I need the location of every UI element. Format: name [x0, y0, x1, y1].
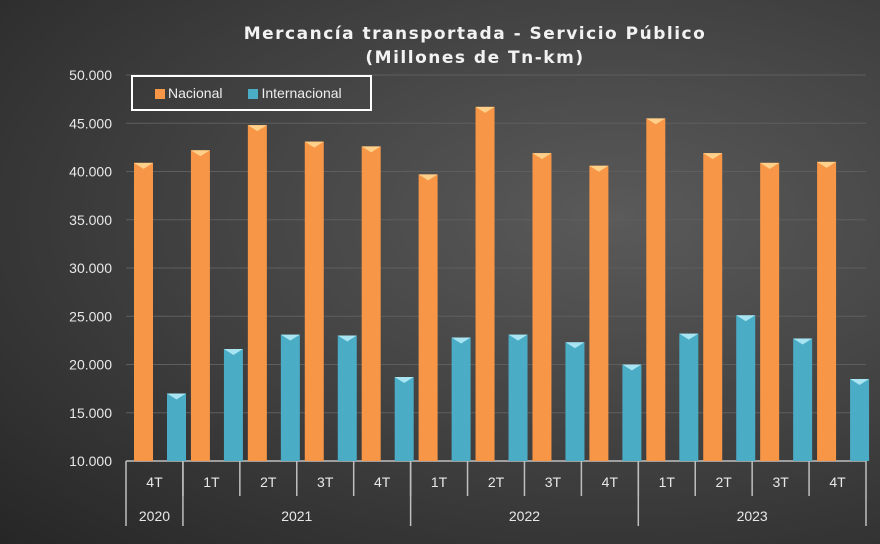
bar-cap	[451, 337, 471, 344]
legend-item-nacional: Nacional	[155, 85, 222, 101]
x-tick-label: 2T	[488, 474, 505, 490]
x-tick-label: 1T	[659, 474, 676, 490]
bar-nacional	[190, 150, 210, 461]
bar-nacional	[247, 125, 267, 462]
bar-internacional	[793, 338, 813, 461]
y-tick-label: 30.000	[69, 260, 112, 276]
bar-nacional	[589, 165, 609, 461]
y-tick-label: 20.000	[69, 357, 112, 373]
legend-label: Internacional	[261, 85, 342, 101]
bar-cap	[247, 125, 267, 132]
bar-cap	[622, 364, 642, 371]
x-tick-label: 1T	[203, 474, 220, 490]
bar-internacional	[223, 349, 243, 461]
bar-internacional	[736, 315, 756, 461]
x-tick-label: 4T	[829, 474, 846, 490]
y-tick-label: 25.000	[69, 308, 112, 324]
bar-cap	[736, 315, 756, 322]
x-tick-label: 4T	[602, 474, 619, 490]
legend-swatch-internacional	[248, 89, 259, 99]
bar-cap	[134, 162, 153, 169]
bar-nacional	[475, 106, 495, 461]
bar-internacional	[622, 364, 642, 461]
x-tick-label: 3T	[772, 474, 789, 490]
chart-title: Mercancía transportada - Servicio Públic…	[243, 24, 707, 44]
bar-internacional	[451, 337, 471, 461]
bar-nacional	[418, 174, 438, 461]
x-tick-label: 1T	[431, 474, 448, 490]
bar-internacional	[394, 377, 414, 461]
bar-nacional	[703, 153, 723, 462]
bar-cap	[280, 334, 300, 341]
bar-cap	[532, 153, 552, 160]
bar-internacional	[337, 335, 357, 461]
x-group-label: 2022	[509, 508, 540, 524]
bar-internacional	[565, 342, 585, 461]
bar-nacional	[646, 118, 666, 462]
bar-cap	[361, 146, 381, 153]
bar-cap	[418, 174, 438, 181]
bar-cap	[304, 141, 324, 148]
x-tick-label: 3T	[545, 474, 562, 490]
legend-swatch-nacional	[155, 89, 165, 99]
bar-nacional	[304, 141, 324, 461]
chart-subtitle: (Millones de Tn-km)	[365, 48, 585, 68]
bar-nacional	[361, 146, 381, 461]
bar-cap	[167, 393, 186, 400]
x-tick-label: 2T	[716, 474, 733, 490]
bar-cap	[475, 106, 495, 113]
y-tick-label: 10.000	[69, 453, 112, 469]
legend-label: Nacional	[168, 85, 223, 101]
bar-nacional	[760, 162, 780, 461]
bar-internacional	[679, 333, 699, 461]
bar-cap	[508, 334, 528, 341]
y-tick-label: 45.000	[69, 115, 112, 131]
bar-cap	[565, 342, 585, 349]
bar-internacional	[280, 334, 300, 461]
bar-cap	[646, 118, 666, 125]
x-tick-label: 4T	[146, 474, 163, 490]
bar-cap	[190, 150, 210, 157]
x-tick-label: 3T	[317, 474, 334, 490]
bar-cap	[394, 377, 414, 384]
bar-cap	[850, 378, 870, 385]
bar-cap	[223, 349, 243, 356]
x-group-label: 2020	[139, 508, 170, 524]
bar-internacional	[508, 334, 528, 461]
bar-nacional	[532, 153, 552, 462]
bar-cap	[793, 338, 813, 345]
bar-cap	[589, 165, 609, 172]
bar-cap	[337, 335, 357, 342]
y-tick-label: 40.000	[69, 164, 112, 180]
x-group-label: 2021	[281, 508, 312, 524]
bar-internacional	[850, 378, 870, 461]
x-tick-label: 2T	[260, 474, 277, 490]
x-tick-label: 4T	[374, 474, 391, 490]
y-tick-label: 35.000	[69, 212, 112, 228]
x-group-label: 2023	[737, 508, 768, 524]
bar-cap	[679, 333, 699, 340]
bar-cap	[817, 161, 837, 168]
bar-cap	[703, 153, 723, 160]
bar-internacional	[167, 393, 186, 461]
bar-cap	[760, 162, 780, 169]
bar-nacional	[817, 161, 837, 461]
y-tick-label: 15.000	[69, 405, 112, 421]
legend-item-internacional: Internacional	[248, 85, 342, 101]
y-tick-label: 50.000	[69, 67, 112, 83]
bar-nacional	[134, 162, 153, 461]
legend: Nacional Internacional	[131, 75, 372, 111]
